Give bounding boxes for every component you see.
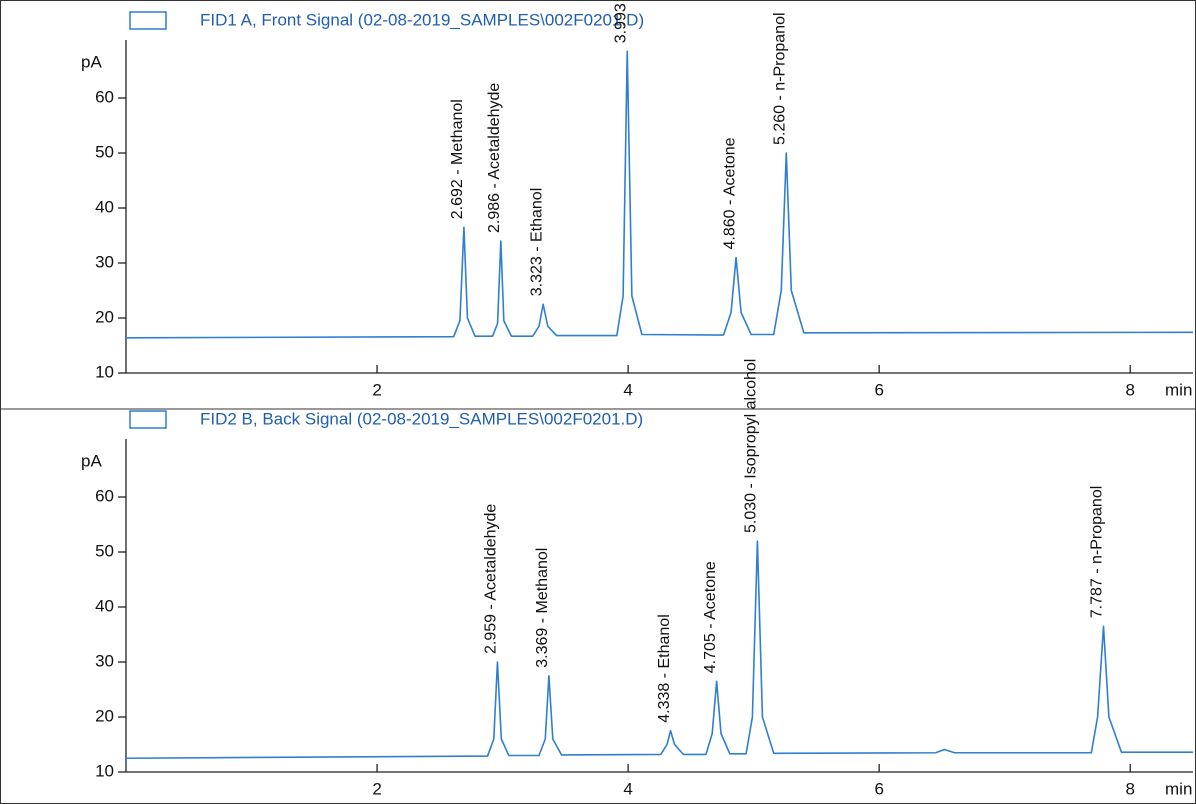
y-tick-label: 30 (95, 252, 114, 271)
signal-trace (125, 540, 1193, 760)
peak-label: 7.787 - n-Propanol (1089, 486, 1106, 619)
peak-label: 4.705 - Acetone (702, 561, 719, 673)
y-tick-label: 60 (95, 87, 114, 106)
signal-trace (125, 50, 1194, 339)
peak-label: 3.323 - Ethanol (528, 188, 545, 297)
x-tick-label: 8 (1126, 779, 1135, 798)
legend-swatch (129, 11, 167, 30)
x-tick-label: 2 (372, 779, 381, 798)
y-tick-label: 50 (95, 142, 114, 161)
peak-label: 3.993 - Isopropyl alcohol (612, 0, 629, 43)
x-tick-label: 8 (1126, 380, 1135, 399)
x-tick-label: 6 (874, 779, 883, 798)
y-axis-label: pA (81, 451, 102, 470)
y-tick-label: 20 (95, 307, 114, 326)
legend-swatch (129, 410, 167, 429)
peak-label: 5.260 - n-Propanol (772, 12, 789, 145)
y-tick-label: 20 (95, 706, 114, 725)
x-tick-label: 2 (372, 380, 381, 399)
x-tick-label: 4 (623, 779, 632, 798)
peak-label: 4.338 - Ethanol (656, 614, 673, 723)
y-tick-label: 40 (95, 596, 114, 615)
legend-label: FID1 A, Front Signal (02-08-2019_SAMPLES… (200, 10, 644, 29)
peak-label: 2.986 - Acetaldehyde (486, 83, 503, 233)
x-tick-label: 6 (874, 380, 883, 399)
y-tick-label: 60 (95, 486, 114, 505)
y-tick-label: 50 (95, 541, 114, 560)
y-tick-label: 40 (95, 197, 114, 216)
x-axis-label: min (1165, 380, 1192, 399)
y-tick-label: 10 (95, 362, 114, 381)
x-tick-label: 4 (623, 380, 632, 399)
peak-label: 2.959 - Acetaldehyde (483, 504, 500, 654)
peak-label: 2.692 - Methanol (449, 99, 466, 219)
legend-label: FID2 B, Back Signal (02-08-2019_SAMPLES\… (200, 409, 643, 428)
peak-label: 4.860 - Acetone (721, 137, 738, 249)
y-tick-label: 30 (95, 651, 114, 670)
peak-label: 3.369 - Methanol (534, 548, 551, 668)
x-axis-label: min (1165, 779, 1192, 798)
peak-label: 5.030 - Isopropyl alcohol (743, 359, 760, 533)
y-tick-label: 10 (95, 761, 114, 780)
y-axis-label: pA (81, 52, 102, 71)
